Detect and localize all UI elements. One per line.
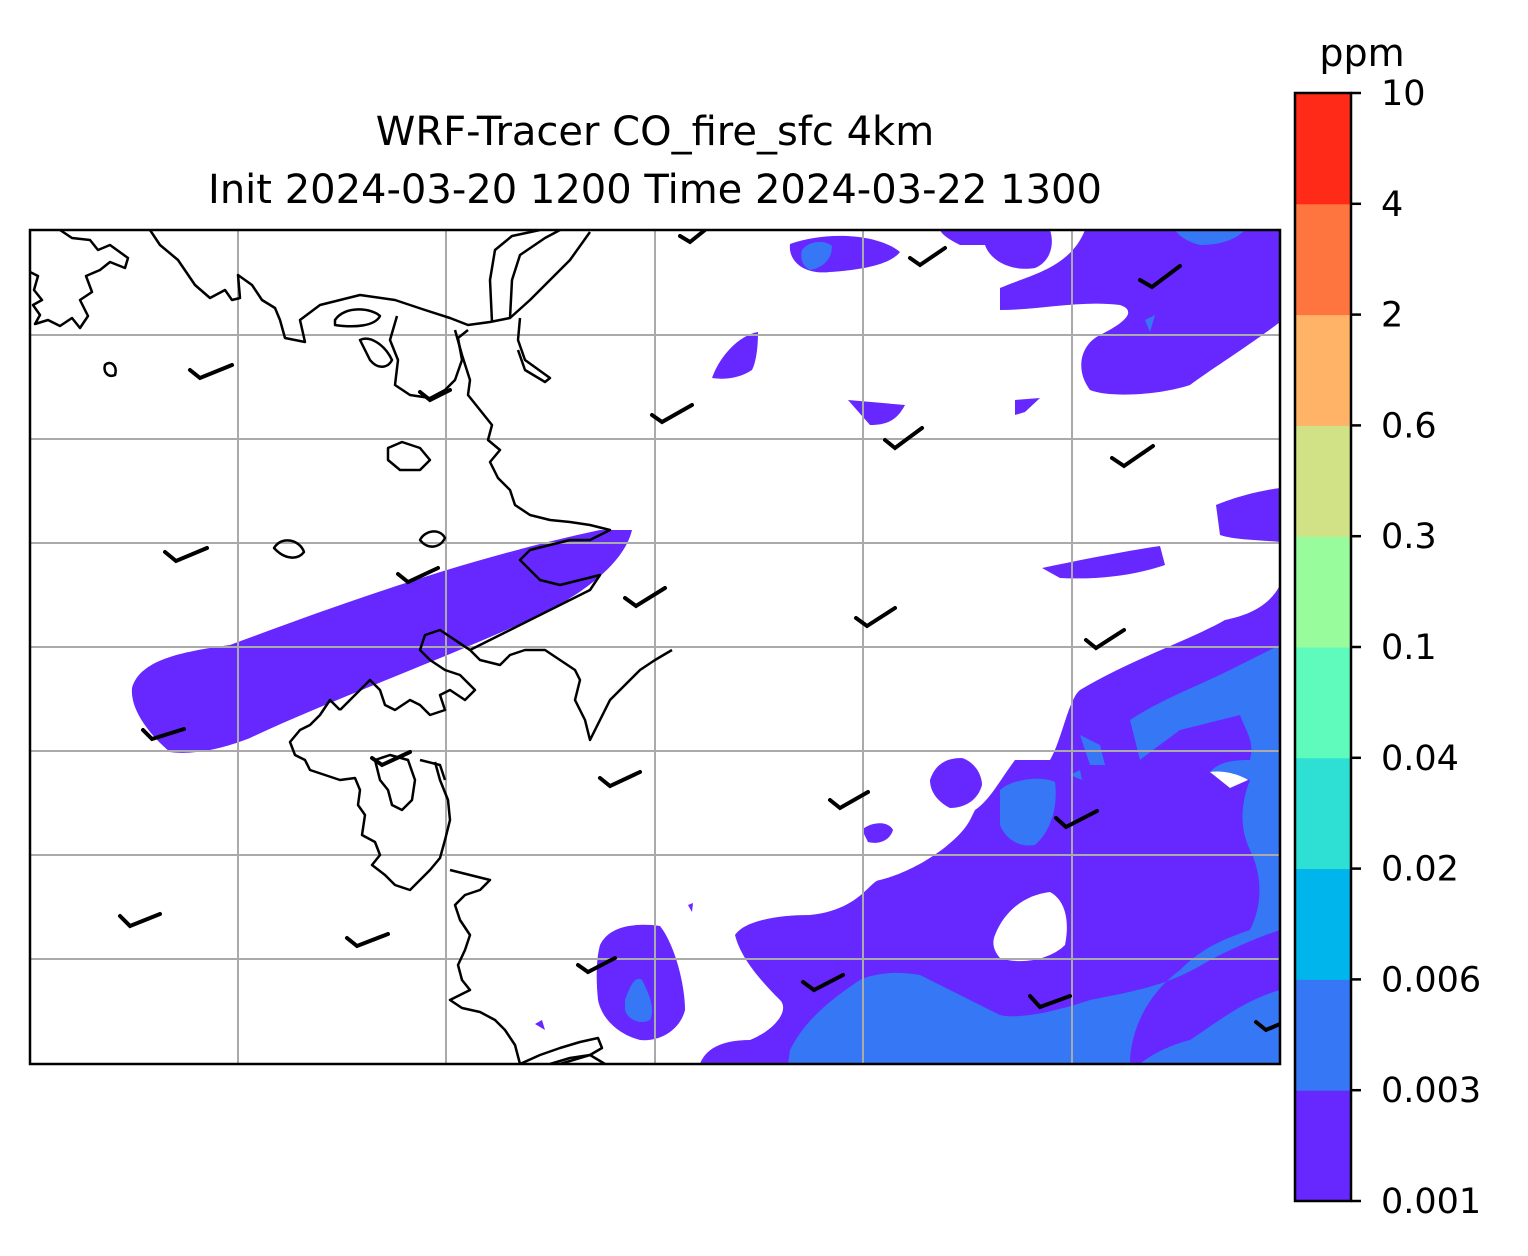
map-clear-area (993, 892, 1067, 962)
colorbar-tick-label: 2 (1381, 296, 1403, 336)
wind-barb-icon (141, 727, 186, 742)
colorbar-band (1295, 314, 1351, 426)
wind-barb-icon (118, 912, 162, 929)
wind-barb-icon (188, 363, 234, 381)
wind-barb-icon (370, 750, 412, 768)
chart-title-line1: WRF-Tracer CO_fire_sfc 4km (375, 109, 935, 155)
wind-barb-icon (854, 606, 897, 629)
wind-barb-icon (678, 230, 707, 245)
colorbar-frame (1293, 91, 1353, 1203)
tracer-level-2-fill (625, 230, 1280, 1064)
wind-barb-icon (396, 566, 440, 585)
colorbar-band (1295, 868, 1351, 980)
map-frame (28, 228, 1282, 1066)
colorbar-band (1295, 425, 1351, 537)
wind-barb-icon (1254, 1020, 1280, 1033)
wind-barbs (118, 230, 1280, 1033)
wind-barb-icon (598, 770, 642, 789)
colorbar-ticks: 0.001 0.003 0.006 0.02 0.04 0.1 0.3 0.6 2 4 10 (1351, 74, 1481, 1222)
wind-barb-icon (623, 586, 667, 609)
colorbar-tick-label: 0.04 (1381, 739, 1459, 779)
colorbar-band (1295, 536, 1351, 648)
colorbar-tick-label: 0.6 (1381, 406, 1437, 446)
wind-barb-icon (345, 932, 390, 949)
colorbar-tick-label: 0.006 (1381, 960, 1481, 1000)
colorbar-band (1295, 203, 1351, 316)
wind-barb-icon (908, 246, 947, 268)
wind-barb-icon (883, 426, 924, 451)
wind-barb-icon (163, 546, 209, 564)
colorbar-band (1295, 647, 1351, 759)
wind-barb-icon (1028, 994, 1072, 1010)
colorbar-bands (1295, 93, 1351, 1202)
wind-barb-icon (650, 403, 694, 425)
chart-title-line2: Init 2024-03-20 1200 Time 2024-03-22 130… (208, 167, 1102, 213)
wind-barb-icon (418, 388, 452, 403)
coastline (30, 230, 673, 1064)
colorbar-unit: ppm (1319, 31, 1404, 75)
colorbar-tick-label: 4 (1381, 185, 1403, 225)
wind-barb-icon (1054, 809, 1099, 830)
wind-barb-icon (801, 973, 845, 993)
map-gridlines (30, 230, 1280, 1064)
colorbar-tick-label: 0.003 (1381, 1071, 1481, 1111)
colorbar-tick-label: 0.02 (1381, 850, 1459, 890)
wind-barb-icon (1084, 628, 1126, 651)
wind-barb-icon (576, 956, 617, 975)
colorbar-band (1295, 1090, 1351, 1202)
colorbar-tick-label: 0.3 (1381, 517, 1437, 557)
colorbar-band (1295, 93, 1351, 205)
colorbar-tick-label: 0.1 (1381, 628, 1437, 668)
wind-barb-icon (1138, 264, 1182, 290)
map-clear-area (1210, 771, 1248, 788)
colorbar-band (1295, 757, 1351, 870)
colorbar-tick-label: 10 (1381, 74, 1426, 114)
colorbar-tick-label: 0.001 (1381, 1182, 1481, 1222)
wind-barb-icon (1110, 444, 1155, 469)
wind-barb-icon (828, 790, 870, 811)
colorbar-band (1295, 979, 1351, 1091)
